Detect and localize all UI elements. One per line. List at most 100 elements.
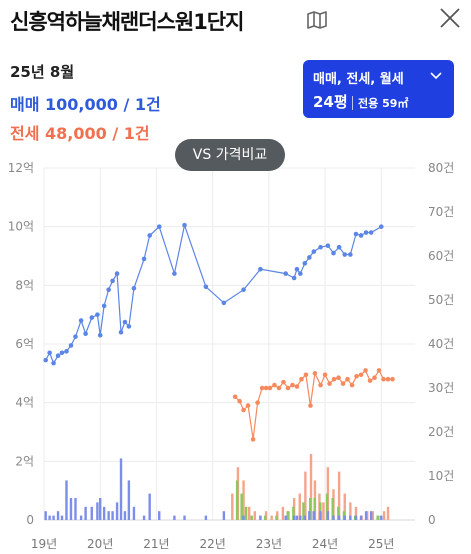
jeonse-price-point [358,372,364,378]
volume-bar-monthly [240,493,243,520]
sale-price-point [114,271,120,276]
volume-bar-sale [142,515,146,520]
jeonse-price-point [255,400,260,405]
sale-price-point [147,233,152,238]
volume-bar-jeonse [231,493,234,520]
volume-bar-sale [303,515,307,520]
jeonse-price-point [336,375,341,381]
sale-price-point [156,224,162,229]
trade-filter-dropdown[interactable]: 매매, 전세, 월세 24평 전용 59㎡ [303,60,454,118]
volume-bar-sale [292,515,296,520]
y-left-tick-label: 10억 [8,220,34,234]
sale-price-point [73,334,78,339]
period-label: 25년 8월 [10,63,75,81]
volume-bar-jeonse [382,511,386,520]
volume-bar-sale [96,502,99,520]
y-left-tick-label: 6억 [15,337,34,351]
jeonse-price-point [250,437,256,442]
volume-bar-monthly [325,493,329,520]
volume-bar-sale [326,511,330,520]
sale-price-point [118,329,124,335]
volume-bar-sale [332,515,335,520]
volume-bar-sale [119,458,123,520]
jeonse-price-summary: 전세 48,000 / 1건 [10,124,150,143]
sale-price-point [78,318,84,323]
volume-bar-sale [343,515,346,520]
jeonse-price-point [354,373,359,379]
jeonse-price-point [372,375,377,381]
volume-bar-jeonse [270,515,273,520]
x-tick-label: 20년 [87,537,113,551]
volume-bar-jeonse [242,480,245,520]
sale-price-point [325,243,331,249]
close-icon[interactable] [438,6,462,30]
volume-bar-monthly [286,511,289,520]
y-right-tick-label: 60건 [428,249,454,263]
sale-price-point [182,222,187,228]
volume-bar-monthly [292,506,295,520]
volume-bar-monthly [244,506,248,520]
sale-price-point [291,275,297,281]
volume-bar-jeonse [349,502,352,520]
y-left-tick-label: 0 [26,513,34,527]
sale-price-point [378,224,384,229]
sale-price-point [64,349,69,354]
sale-price-point [122,319,128,325]
volume-bar-monthly [235,480,239,520]
volume-bar-monthly [331,498,334,520]
x-tick-label: 19년 [31,537,57,551]
volume-bar-monthly [250,515,253,520]
volume-bar-sale [69,498,73,520]
volume-bar-sale [102,506,106,520]
volume-bar-sale [299,515,302,520]
sale-price-point [131,285,137,291]
x-tick-label: 25년 [368,537,394,551]
jeonse-price-point [303,372,309,378]
volume-bar-sale [127,480,131,520]
vs-compare-button[interactable]: VS 가격비교 [175,139,285,171]
volume-bar-sale [284,515,287,520]
sale-price-point [110,278,115,284]
jeonse-price-point [327,381,332,386]
jeonse-price-point [376,368,382,373]
area-label: 24평 [313,93,348,111]
sale-price-point [47,350,52,356]
volume-bar-sale [222,511,226,520]
jeonse-price-point [281,379,286,385]
volume-bar-sale [52,515,55,520]
volume-bar-monthly [302,502,305,520]
volume-bar-sale [319,511,322,520]
volume-bar-jeonse [343,493,346,520]
jeonse-price-point [232,394,238,400]
volume-bar-sale [158,511,161,520]
volume-bar-sale [354,515,358,520]
y-left-tick-label: 2억 [15,454,34,468]
volume-bar-sale [369,511,373,520]
x-tick-label: 21년 [143,537,169,551]
volume-bar-monthly [264,515,267,520]
sale-price-point [342,252,348,257]
volume-bar-sale [148,493,151,520]
volume-bar-jeonse [322,502,325,520]
sale-price-point [348,252,353,257]
volume-bar-sale [115,502,119,520]
volume-bar-monthly [337,506,340,520]
map-icon[interactable] [306,11,328,29]
jeonse-price-point [272,382,277,388]
volume-bar-sale [259,515,262,520]
jeonse-price-point [294,384,300,389]
jeonse-price-point [299,376,304,382]
volume-bar-sale [99,498,102,520]
jeonse-price-point [276,385,282,391]
sale-price-point [59,350,65,356]
jeonse-price-point [245,403,251,408]
sale-price-point [68,343,74,348]
jeonse-price-point [308,403,313,408]
sale-price-point [258,266,263,272]
y-left-tick-label: 12억 [8,161,34,175]
volume-bar-jeonse [253,511,256,520]
sale-price-point [83,331,88,337]
volume-bar-sale [60,515,64,520]
sale-price-point [97,332,103,338]
